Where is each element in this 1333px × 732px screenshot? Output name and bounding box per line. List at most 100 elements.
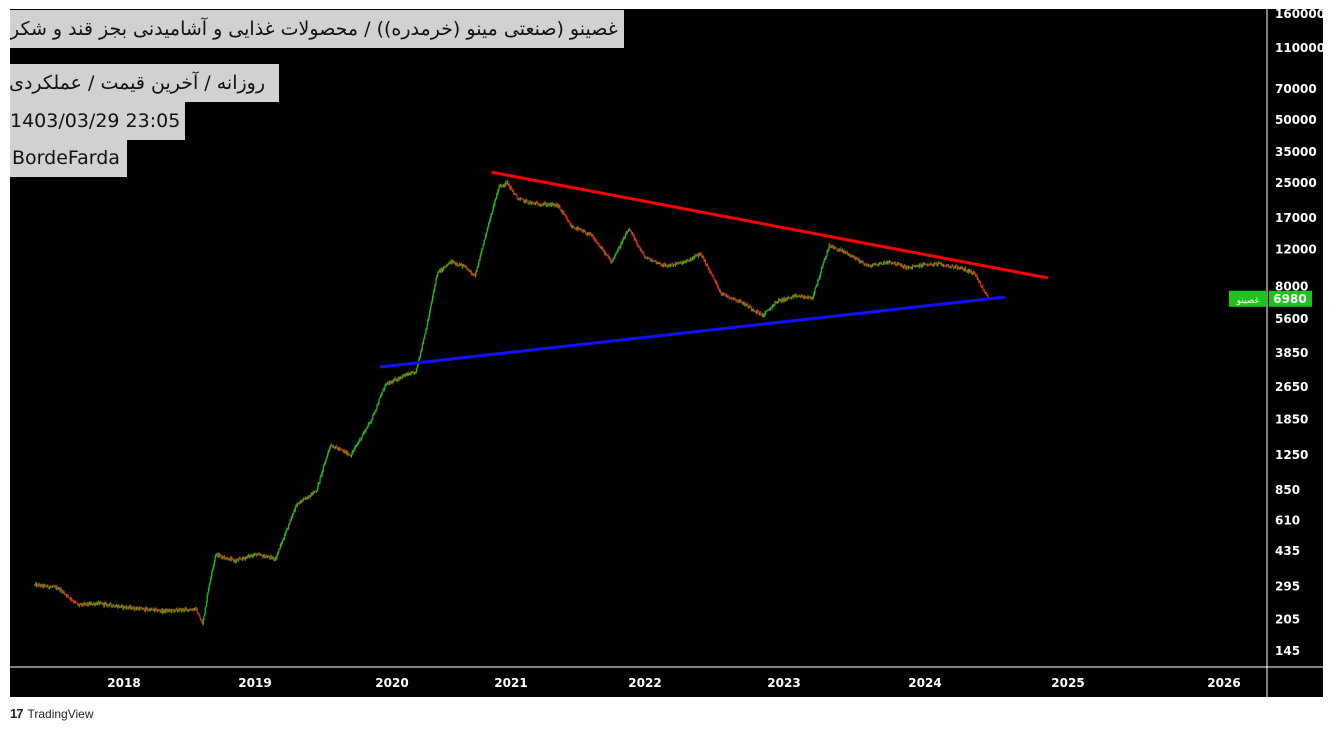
candle-body (94, 603, 96, 606)
candle-body (936, 264, 938, 266)
candle-body (736, 300, 738, 302)
candle-body (350, 454, 353, 457)
candle-body (921, 265, 923, 267)
chart-canvas[interactable]: 160000 110000 70000 50000 35000 25000 17000 120… (10, 9, 1323, 697)
price-axis-label: 295 (1275, 579, 1300, 593)
candle-body (761, 314, 763, 316)
candle-body (572, 226, 574, 228)
candle-body (871, 265, 873, 267)
candle-body (292, 513, 294, 515)
candle-body (350, 455, 352, 457)
candle-body (197, 613, 199, 615)
candle-body (183, 610, 185, 612)
candle-body (194, 607, 196, 609)
candle-body (287, 528, 289, 530)
candle-body (508, 184, 510, 187)
candle-body (537, 204, 540, 206)
candle-body (155, 608, 157, 610)
candle-body (287, 524, 290, 529)
candle-body (396, 379, 398, 381)
time-axis-label: 2018 (107, 676, 140, 690)
candle-body (564, 214, 566, 215)
candle-body (856, 258, 858, 260)
resistance-trendline[interactable] (491, 170, 1049, 280)
candle-body (572, 227, 574, 228)
candle-body (236, 560, 238, 562)
candle-body (982, 286, 984, 290)
candle-body (163, 611, 165, 613)
candle-body (652, 261, 654, 262)
candle-body (525, 200, 527, 203)
candle-body (313, 491, 315, 493)
candle-body (740, 300, 742, 302)
candle-body (777, 299, 780, 302)
candle-body (616, 252, 618, 254)
candle-body (290, 520, 292, 522)
candle-body (693, 256, 695, 260)
candle-body (408, 372, 410, 375)
candle-body (789, 298, 791, 299)
candle-body (186, 609, 189, 612)
candle-body (700, 252, 702, 254)
candle-body (292, 513, 294, 517)
candle-body (922, 263, 925, 264)
candle-body (695, 254, 698, 257)
candle-body (252, 555, 254, 557)
candle-body (233, 560, 235, 562)
candle-body (214, 557, 216, 562)
footer-brand[interactable]: TradingView (27, 706, 94, 721)
candle-body (378, 399, 380, 404)
candle-body (838, 249, 840, 251)
candle-body (789, 297, 791, 299)
candle-body (902, 267, 904, 269)
candle-body (443, 267, 445, 269)
candle-body (831, 246, 833, 248)
candle-body (720, 292, 723, 295)
candle-body (750, 306, 752, 308)
candle-body (192, 609, 194, 611)
candle-body (664, 265, 666, 267)
candle-body (985, 292, 988, 295)
support-trendline[interactable] (379, 295, 1006, 369)
candle-body (920, 265, 923, 267)
candle-body (196, 609, 198, 614)
candle-body (891, 262, 894, 264)
candle-body (72, 600, 74, 602)
candle-body (202, 619, 204, 624)
candle-body (374, 411, 376, 414)
candle-body (187, 609, 189, 612)
candle-body (46, 585, 48, 587)
candle-body (877, 264, 880, 266)
candle-body (174, 608, 176, 611)
candle-body (752, 309, 755, 311)
candle-body (597, 243, 599, 244)
chart-title: غصينو (صنعتی مينو (خرمدره)) / محصولات غذ… (10, 10, 624, 48)
candle-body (294, 506, 297, 511)
candle-body (334, 447, 336, 449)
candle-body (459, 263, 461, 266)
candle-body (843, 250, 845, 253)
candle-body (131, 606, 134, 609)
candle-body (627, 230, 629, 232)
candle-body (821, 267, 823, 269)
candle-body (316, 489, 318, 492)
candle-body (896, 264, 898, 265)
candle-body (879, 262, 882, 263)
candle-body (410, 372, 412, 376)
candle-body (913, 266, 916, 267)
candle-body (148, 609, 150, 611)
candle-body (706, 263, 708, 266)
candle-body (680, 262, 682, 263)
candle-body (332, 446, 334, 448)
candle-body (560, 209, 562, 212)
candle-body (489, 218, 491, 221)
candle-body (763, 314, 766, 317)
candle-body (171, 609, 173, 612)
price-axis-label: 1850 (1275, 413, 1308, 427)
candle-body (937, 262, 940, 265)
candle-body (609, 259, 611, 260)
candle-body (154, 608, 157, 610)
candle-body (497, 189, 500, 191)
candle-body (827, 249, 830, 251)
candle-body (192, 608, 195, 611)
